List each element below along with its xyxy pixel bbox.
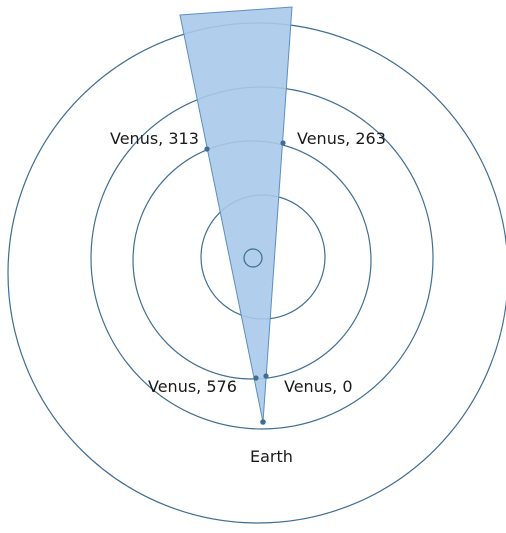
venus-576-dot	[253, 375, 259, 381]
venus-0-dot	[263, 373, 269, 379]
label-venus-0: Venus, 0	[284, 377, 353, 396]
sun-marker-overlay	[243, 248, 263, 268]
sight-wedge	[179, 6, 293, 423]
venus-313-dot	[204, 146, 210, 152]
label-venus-313: Venus, 313	[110, 129, 199, 148]
label-venus-576: Venus, 576	[148, 377, 237, 396]
venus-263-dot	[280, 140, 286, 146]
label-earth: Earth	[250, 447, 293, 466]
earth-dot	[260, 419, 266, 425]
label-venus-263: Venus, 263	[297, 129, 386, 148]
